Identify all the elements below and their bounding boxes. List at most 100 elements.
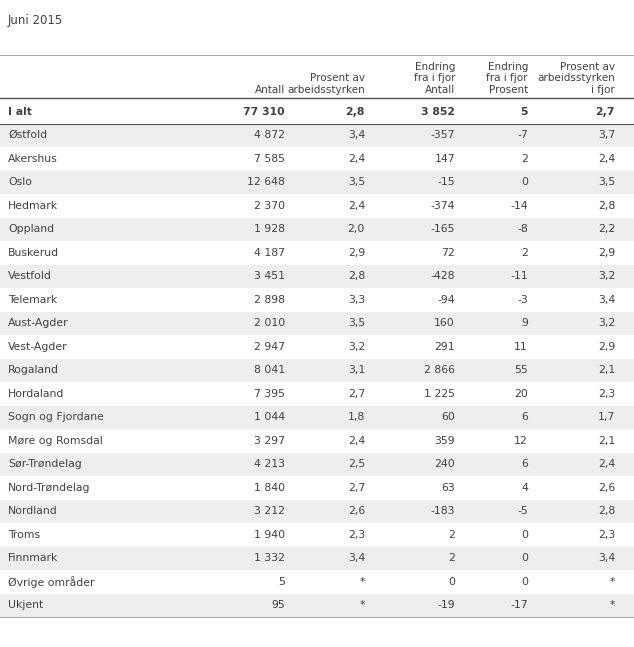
Text: *: *: [610, 600, 615, 610]
Bar: [0, 288, 634, 311]
Text: 3 451: 3 451: [254, 271, 285, 281]
Text: 2,1: 2,1: [598, 366, 615, 375]
Text: -17: -17: [510, 600, 528, 610]
Text: 1,8: 1,8: [348, 412, 365, 422]
Text: 2,4: 2,4: [598, 459, 615, 469]
Text: 2,3: 2,3: [598, 389, 615, 399]
Bar: [0, 523, 634, 547]
Text: 3 852: 3 852: [421, 107, 455, 116]
Bar: [0, 100, 634, 124]
Text: 147: 147: [434, 154, 455, 164]
Text: 3,4: 3,4: [598, 295, 615, 305]
Bar: [0, 499, 634, 523]
Bar: [0, 265, 634, 288]
Text: 2,6: 2,6: [348, 506, 365, 516]
Text: Endring
fra i fjor
Prosent: Endring fra i fjor Prosent: [486, 62, 528, 95]
Text: Oppland: Oppland: [8, 225, 54, 234]
Text: *: *: [610, 576, 615, 587]
Bar: [0, 593, 634, 617]
Bar: [0, 217, 634, 241]
Text: 2,4: 2,4: [348, 435, 365, 446]
Text: *: *: [359, 600, 365, 610]
Text: 1 225: 1 225: [424, 389, 455, 399]
Text: Møre og Romsdal: Møre og Romsdal: [8, 435, 103, 446]
Text: 2,9: 2,9: [598, 342, 615, 352]
Text: 3,2: 3,2: [598, 318, 615, 328]
Text: Nord-Trøndelag: Nord-Trøndelag: [8, 483, 91, 493]
Text: 1,7: 1,7: [598, 412, 615, 422]
Text: 2,2: 2,2: [598, 225, 615, 234]
Text: 3,7: 3,7: [598, 130, 615, 140]
Text: 1 332: 1 332: [254, 553, 285, 564]
Text: 3,1: 3,1: [348, 366, 365, 375]
Text: Juni 2015: Juni 2015: [8, 14, 63, 27]
Text: 9: 9: [521, 318, 528, 328]
Text: Aust-Agder: Aust-Agder: [8, 318, 68, 328]
Text: -19: -19: [437, 600, 455, 610]
Text: -15: -15: [437, 177, 455, 187]
Text: 3,5: 3,5: [348, 318, 365, 328]
Text: 2 898: 2 898: [254, 295, 285, 305]
Text: 6: 6: [521, 412, 528, 422]
Bar: [0, 171, 634, 194]
Text: Oslo: Oslo: [8, 177, 32, 187]
Text: 3,3: 3,3: [348, 295, 365, 305]
Text: Rogaland: Rogaland: [8, 366, 59, 375]
Text: *: *: [359, 576, 365, 587]
Text: 2,8: 2,8: [598, 506, 615, 516]
Text: Endring
fra i fjor
Antall: Endring fra i fjor Antall: [413, 62, 455, 95]
Text: Sør-Trøndelag: Sør-Trøndelag: [8, 459, 82, 469]
Text: 291: 291: [434, 342, 455, 352]
Bar: [0, 452, 634, 476]
Bar: [0, 429, 634, 452]
Text: -165: -165: [430, 225, 455, 234]
Text: 3,2: 3,2: [598, 271, 615, 281]
Text: 0: 0: [521, 530, 528, 540]
Text: Sogn og Fjordane: Sogn og Fjordane: [8, 412, 104, 422]
Text: 4 213: 4 213: [254, 459, 285, 469]
Text: 2,7: 2,7: [348, 483, 365, 493]
Text: 95: 95: [271, 600, 285, 610]
Text: Telemark: Telemark: [8, 295, 57, 305]
Text: 2,7: 2,7: [348, 389, 365, 399]
Text: Nordland: Nordland: [8, 506, 58, 516]
Text: 55: 55: [514, 366, 528, 375]
Text: 7 585: 7 585: [254, 154, 285, 164]
Text: -428: -428: [430, 271, 455, 281]
Text: 0: 0: [521, 553, 528, 564]
Text: 3,4: 3,4: [598, 553, 615, 564]
Bar: [0, 311, 634, 335]
Text: I alt: I alt: [8, 107, 32, 116]
Text: 2: 2: [521, 154, 528, 164]
Text: 2,7: 2,7: [595, 107, 615, 116]
Text: 4 872: 4 872: [254, 130, 285, 140]
Text: 2,8: 2,8: [346, 107, 365, 116]
Text: 2,5: 2,5: [348, 459, 365, 469]
Text: Buskerud: Buskerud: [8, 248, 59, 258]
Text: 2: 2: [448, 553, 455, 564]
Text: Finnmark: Finnmark: [8, 553, 58, 564]
Text: Øvrige områder: Øvrige områder: [8, 576, 94, 587]
Text: -7: -7: [517, 130, 528, 140]
Text: Hordaland: Hordaland: [8, 389, 65, 399]
Text: -374: -374: [430, 201, 455, 211]
Text: 63: 63: [441, 483, 455, 493]
Text: 2,4: 2,4: [348, 201, 365, 211]
Bar: [0, 335, 634, 358]
Text: 2,6: 2,6: [598, 483, 615, 493]
Text: Akershus: Akershus: [8, 154, 58, 164]
Text: Hedmark: Hedmark: [8, 201, 58, 211]
Text: 3,2: 3,2: [348, 342, 365, 352]
Text: 2,4: 2,4: [598, 154, 615, 164]
Text: 7 395: 7 395: [254, 389, 285, 399]
Text: -5: -5: [517, 506, 528, 516]
Text: Troms: Troms: [8, 530, 40, 540]
Text: 8 041: 8 041: [254, 366, 285, 375]
Text: 4: 4: [521, 483, 528, 493]
Text: -3: -3: [517, 295, 528, 305]
Text: -8: -8: [517, 225, 528, 234]
Bar: [0, 382, 634, 406]
Text: 2,8: 2,8: [348, 271, 365, 281]
Text: Vestfold: Vestfold: [8, 271, 52, 281]
Text: -357: -357: [430, 130, 455, 140]
